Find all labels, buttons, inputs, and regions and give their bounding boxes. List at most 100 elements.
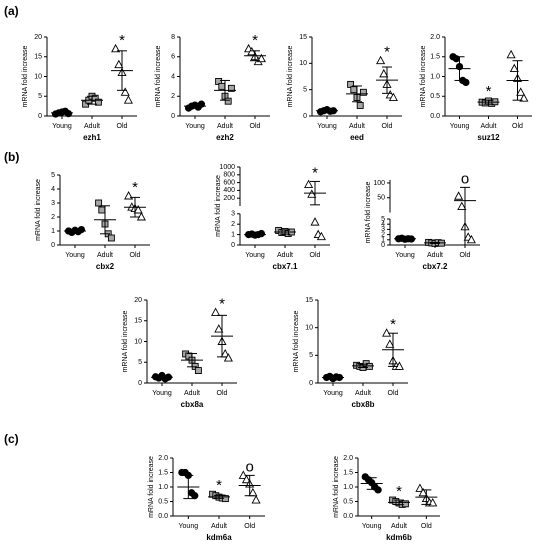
data-point <box>241 474 252 484</box>
x-tick-label: Old <box>217 390 228 397</box>
data-point <box>211 307 221 316</box>
significance-mark: * <box>486 83 492 100</box>
x-tick-label: Young <box>152 390 172 397</box>
y-tick-label: 1.0 <box>158 484 168 491</box>
x-tick-label: Adult <box>391 523 407 530</box>
data-point <box>365 362 373 370</box>
data-point <box>304 179 314 188</box>
x-tick-label: Young <box>65 252 85 259</box>
y-tick-label: 15 <box>299 34 307 41</box>
y-tick-label: 0.5 <box>343 498 353 505</box>
x-tick-label: Adult <box>349 123 365 130</box>
y-tick-label: 2 <box>231 221 235 228</box>
y-tick-label: 1 <box>51 228 55 235</box>
data-point <box>374 486 382 494</box>
panel-label: (b) <box>4 150 19 164</box>
significance-mark: * <box>384 44 390 61</box>
y-tick-label: 5 <box>51 172 55 179</box>
y-tick-label: 4 <box>381 221 385 228</box>
data-point <box>98 206 106 214</box>
y-tick-label: 5 <box>309 352 313 359</box>
y-tick-label: 2 <box>51 214 55 221</box>
x-tick-label: Young <box>362 523 382 530</box>
x-tick-label: Adult <box>84 123 100 130</box>
y-tick-label: 15 <box>134 318 142 325</box>
y-tick-label: 6 <box>171 54 175 61</box>
significance-mark: * <box>216 477 222 494</box>
y-tick-label: 0.0 <box>430 113 440 120</box>
y-tick-label: 20 <box>134 297 142 304</box>
significance-mark: * <box>219 295 225 312</box>
y-tick-label: 0 <box>309 380 313 387</box>
significance-mark: o <box>461 170 469 187</box>
y-tick-label: 3 <box>231 211 235 218</box>
y-tick-label: 5 <box>138 359 142 366</box>
x-tick-label: Adult <box>217 123 233 130</box>
y-tick-label: 1 <box>381 237 385 244</box>
data-point <box>194 367 202 374</box>
y-tick-label: 0 <box>51 242 55 249</box>
data-point <box>454 191 464 200</box>
chart: 0 1 2 3 4 5 mRNA fold increase Young Adult Old * cb… <box>35 172 150 271</box>
y-tick-label: 8 <box>171 34 175 41</box>
data-point <box>307 189 317 198</box>
y-axis-label: mRNA fold increase <box>148 456 155 518</box>
x-axis-label: cbx2 <box>96 262 115 271</box>
x-axis-label: cbx8a <box>181 400 204 409</box>
y-tick-label: 3 <box>381 226 385 233</box>
y-tick-label: 0.5 <box>430 93 440 100</box>
x-axis-label: cbx7.1 <box>273 262 298 271</box>
y-tick-label: 10 <box>134 338 142 345</box>
data-point <box>379 68 389 78</box>
data-point <box>224 97 232 105</box>
y-tick-label: 2.0 <box>430 34 440 41</box>
data-point <box>519 93 529 102</box>
x-tick-label: Young <box>323 390 343 397</box>
y-tick-label: 1.0 <box>430 73 440 80</box>
panel-label: (a) <box>4 4 19 18</box>
data-point <box>256 53 266 63</box>
data-point <box>218 82 226 90</box>
data-point <box>516 87 526 96</box>
chart: 0 2 4 6 8 mRNA fold increase Young Adult Old * ezh… <box>155 32 270 142</box>
y-tick-label: 0 <box>303 113 307 120</box>
data-point <box>359 88 367 96</box>
y-tick-label: 1 <box>231 231 235 238</box>
significance-mark: * <box>252 32 258 49</box>
data-point <box>388 92 398 102</box>
y-tick-label: 0.5 <box>158 498 168 505</box>
x-axis-label: kdm6b <box>386 533 412 542</box>
x-tick-label: Young <box>450 123 470 130</box>
x-tick-label: Young <box>395 252 415 259</box>
chart: 0 5 10 15 mRNA fold increase Young Adult Old * cb… <box>293 297 408 409</box>
x-axis-label: cbx8b <box>351 400 374 409</box>
y-tick-label: 1.5 <box>430 54 440 61</box>
y-axis-label: mRNA fold increase <box>365 181 372 243</box>
x-tick-label: Old <box>310 252 321 259</box>
data-point <box>506 49 516 59</box>
y-axis-label: mRNA fold increase <box>155 45 162 107</box>
significance-mark: * <box>390 316 396 333</box>
x-tick-label: Adult <box>427 252 443 259</box>
data-point <box>251 495 261 504</box>
y-tick-label: 15 <box>305 297 313 304</box>
y-axis-label: mRNA fold increase <box>333 456 340 518</box>
x-tick-label: Old <box>244 523 255 530</box>
data-point <box>114 59 124 69</box>
y-tick-label: 800 <box>223 172 235 179</box>
y-tick-label: 20 <box>34 34 42 41</box>
data-point <box>401 500 409 508</box>
data-point <box>376 55 386 65</box>
significance-mark: o <box>245 458 253 475</box>
y-tick-label: 1000 <box>219 164 235 171</box>
data-point <box>223 353 233 362</box>
data-point <box>120 87 130 96</box>
data-point <box>418 487 428 497</box>
x-axis-label: ezh1 <box>83 133 101 142</box>
data-point <box>310 217 320 226</box>
y-tick-label: 0 <box>381 242 385 249</box>
